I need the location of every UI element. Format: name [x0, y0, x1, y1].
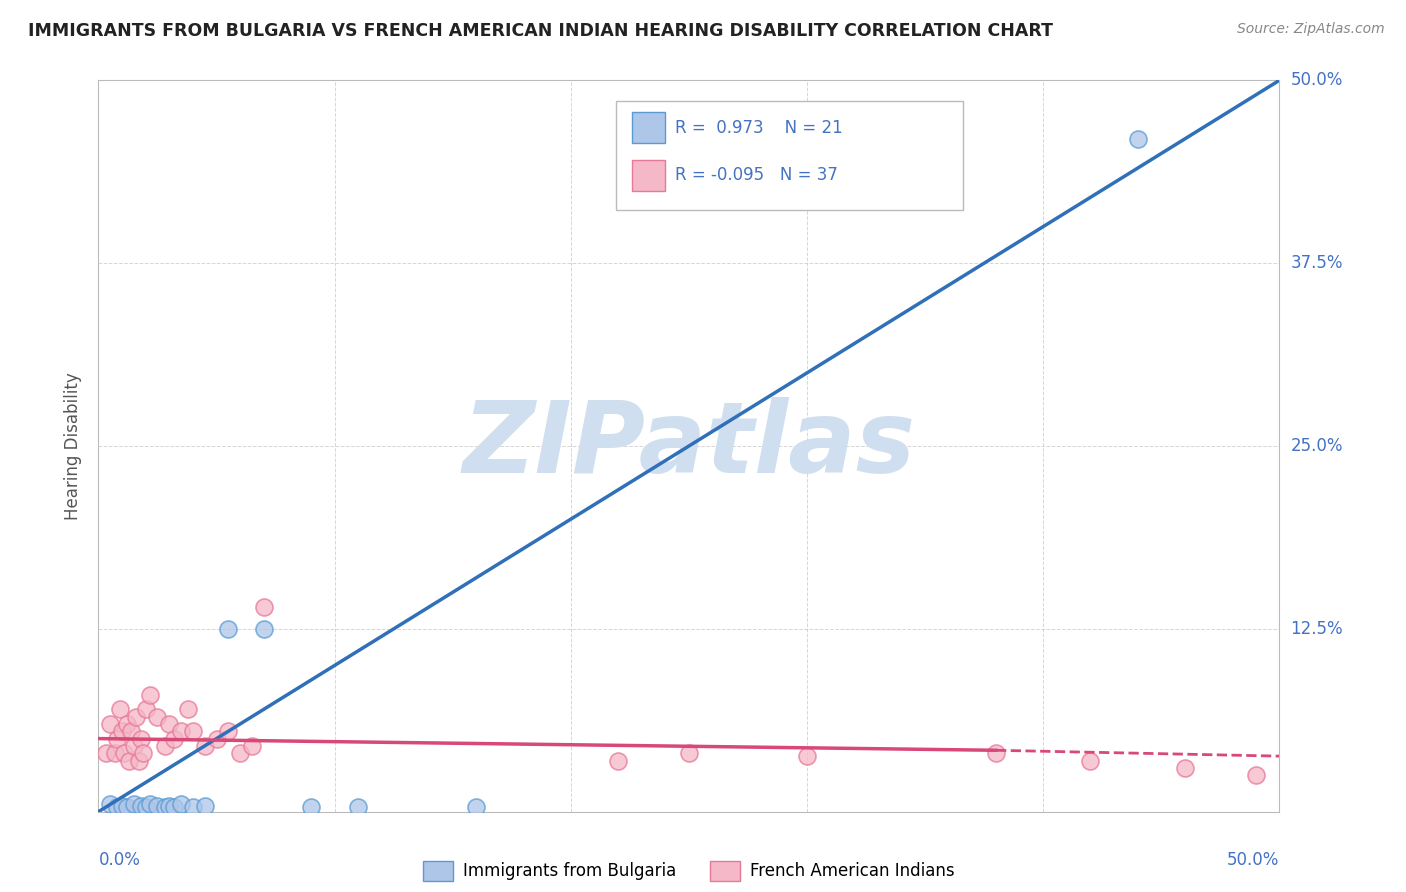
- Point: [163, 731, 186, 746]
- Point: [98, 797, 121, 812]
- Point: [1244, 768, 1267, 782]
- Point: [146, 798, 169, 813]
- Point: [465, 800, 488, 814]
- Point: [104, 746, 127, 760]
- Point: [132, 746, 155, 760]
- Point: [181, 800, 204, 814]
- Point: [1174, 761, 1197, 775]
- Point: [129, 731, 152, 746]
- Point: [139, 797, 162, 812]
- Point: [1126, 132, 1149, 146]
- Y-axis label: Hearing Disability: Hearing Disability: [65, 372, 83, 520]
- Point: [678, 746, 700, 760]
- Point: [111, 798, 134, 813]
- Point: [170, 724, 193, 739]
- Point: [153, 800, 176, 814]
- Point: [129, 798, 152, 813]
- Text: 25.0%: 25.0%: [1291, 437, 1343, 455]
- Point: [1080, 754, 1102, 768]
- Point: [796, 749, 818, 764]
- Bar: [633, 160, 665, 191]
- Point: [194, 739, 217, 753]
- Point: [253, 622, 276, 636]
- Point: [157, 798, 180, 813]
- Point: [194, 798, 217, 813]
- Text: R = -0.095   N = 37: R = -0.095 N = 37: [675, 167, 838, 185]
- Point: [105, 731, 128, 746]
- Point: [125, 709, 148, 723]
- Point: [205, 731, 228, 746]
- Point: [177, 702, 200, 716]
- Point: [229, 746, 252, 760]
- Point: [128, 754, 150, 768]
- Point: [157, 717, 180, 731]
- Point: [111, 724, 134, 739]
- Point: [253, 599, 276, 614]
- Point: [146, 709, 169, 723]
- Point: [105, 800, 128, 814]
- Point: [108, 702, 131, 716]
- Point: [118, 754, 141, 768]
- Point: [94, 746, 117, 760]
- Point: [112, 746, 135, 760]
- Point: [299, 800, 322, 814]
- Point: [135, 702, 157, 716]
- Text: Source: ZipAtlas.com: Source: ZipAtlas.com: [1237, 22, 1385, 37]
- Text: IMMIGRANTS FROM BULGARIA VS FRENCH AMERICAN INDIAN HEARING DISABILITY CORRELATIO: IMMIGRANTS FROM BULGARIA VS FRENCH AMERI…: [28, 22, 1053, 40]
- Point: [153, 739, 176, 753]
- Point: [181, 724, 204, 739]
- Bar: [633, 112, 665, 144]
- Text: 37.5%: 37.5%: [1291, 254, 1343, 272]
- Point: [240, 739, 263, 753]
- Point: [115, 800, 138, 814]
- Point: [607, 754, 630, 768]
- Text: 12.5%: 12.5%: [1291, 620, 1343, 638]
- Text: ZIPatlas: ZIPatlas: [463, 398, 915, 494]
- Point: [122, 739, 145, 753]
- Point: [98, 717, 121, 731]
- Point: [217, 622, 239, 636]
- Point: [347, 800, 370, 814]
- Text: 50.0%: 50.0%: [1227, 851, 1279, 869]
- FancyBboxPatch shape: [616, 101, 963, 210]
- Point: [115, 717, 138, 731]
- Point: [121, 724, 143, 739]
- Point: [163, 800, 186, 814]
- Text: R =  0.973    N = 21: R = 0.973 N = 21: [675, 119, 842, 136]
- Text: 50.0%: 50.0%: [1291, 71, 1343, 89]
- Text: 0.0%: 0.0%: [98, 851, 141, 869]
- Point: [984, 746, 1007, 760]
- Point: [217, 724, 239, 739]
- Point: [139, 688, 162, 702]
- Point: [170, 797, 193, 812]
- Legend: Immigrants from Bulgaria, French American Indians: Immigrants from Bulgaria, French America…: [416, 854, 962, 888]
- Point: [135, 800, 157, 814]
- Point: [122, 797, 145, 812]
